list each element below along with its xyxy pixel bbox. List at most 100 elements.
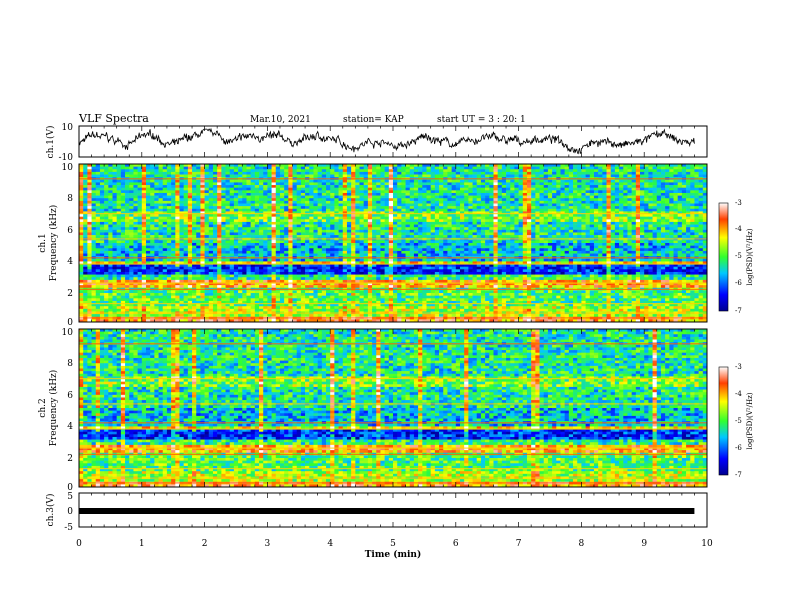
spectrogram-cell	[455, 203, 461, 207]
spectrogram-cell	[518, 174, 524, 178]
spectrogram-cell	[204, 200, 210, 204]
spectrogram-cell	[87, 174, 92, 178]
spectrogram-cell	[439, 206, 444, 210]
spectrogram-cell	[631, 192, 637, 196]
spectrogram-cell	[334, 248, 339, 252]
spectrogram-cell	[614, 171, 620, 175]
spectrogram-cell	[464, 232, 469, 236]
spectrogram-cell	[330, 229, 335, 233]
spectrogram-cell	[317, 192, 323, 196]
spectrogram-cell	[355, 182, 360, 186]
spectrogram-cell	[614, 214, 620, 217]
spectrogram-cell	[451, 221, 457, 225]
spectrogram-cell	[426, 198, 431, 202]
spectrogram-cell	[221, 221, 226, 225]
spectrogram-cell	[464, 224, 469, 228]
spectrogram-cell	[141, 200, 147, 204]
spectrogram-cell	[485, 211, 490, 215]
spectrogram-cell	[669, 203, 674, 207]
spectrogram-cell	[501, 206, 507, 210]
spectrogram-cell	[83, 198, 88, 202]
spectrogram-cell	[665, 203, 670, 207]
spectrogram-cell	[242, 185, 247, 188]
spectrogram-cell	[171, 250, 176, 254]
spectrogram-cell	[259, 190, 264, 194]
spectrogram-cell	[614, 187, 620, 191]
spectrogram-cell	[669, 219, 674, 223]
spectrogram-cell	[673, 182, 678, 186]
spectrogram-cell	[568, 243, 574, 246]
spectrogram-cell	[426, 221, 431, 225]
spectrogram-cell	[321, 224, 327, 228]
spectrogram-cell	[79, 221, 84, 225]
spectrogram-cell	[602, 195, 607, 199]
spectrogram-cell	[217, 198, 222, 202]
spectrogram-cell	[459, 235, 465, 239]
spectrogram-cell	[246, 185, 251, 188]
spectrogram-cell	[104, 229, 109, 233]
spectrogram-cell	[464, 219, 469, 223]
spectrogram-cell	[300, 221, 306, 225]
spectrogram-cell	[129, 164, 134, 167]
spectrogram-cell	[233, 169, 239, 173]
spectrogram-cell	[171, 214, 176, 217]
spectrogram-cell	[154, 214, 159, 217]
spectrogram-cell	[522, 200, 528, 204]
spectrogram-cell	[137, 174, 143, 178]
spectrogram-cell	[271, 198, 277, 202]
spectrogram-cell	[112, 232, 117, 236]
spectrogram-cell	[677, 206, 683, 210]
spectrogram-cell	[192, 211, 197, 215]
spectrogram-cell	[434, 203, 440, 207]
spectrogram-cell	[522, 229, 528, 233]
spectrogram-cell	[598, 203, 603, 207]
spectrogram-cell	[112, 190, 117, 194]
spectrogram-cell	[355, 195, 360, 199]
spectrogram-cell	[192, 190, 197, 194]
spectrogram-cell	[367, 206, 373, 210]
spectrogram-cell	[141, 182, 147, 186]
spectrogram-cell	[372, 190, 377, 194]
spectrogram-cell	[171, 227, 176, 231]
spectrogram-cell	[317, 195, 323, 199]
spectrogram-cell	[535, 198, 540, 202]
spectrogram-cell	[238, 214, 243, 217]
spectrogram-cell	[476, 227, 482, 231]
spectrogram-cell	[367, 235, 373, 239]
spectrogram-cell	[472, 235, 478, 239]
spectrogram-cell	[288, 179, 293, 183]
spectrogram-cell	[179, 224, 184, 228]
spectrogram-cell	[665, 235, 670, 239]
spectrogram-cell	[196, 182, 201, 186]
spectrogram-cell	[459, 248, 465, 252]
spectrogram-cell	[698, 190, 704, 194]
spectrogram-cell	[589, 198, 595, 202]
spectrogram-cell	[233, 182, 239, 186]
spectrogram-cell	[589, 219, 595, 223]
figure-title: VLF Spectra	[78, 112, 149, 125]
spectrogram-cell	[619, 198, 624, 202]
spectrogram-cell	[439, 182, 444, 186]
spectrogram-cell	[355, 164, 360, 167]
spectrogram-cell	[606, 216, 612, 220]
spectrogram-cell	[171, 208, 176, 212]
spectrogram-cell	[334, 219, 339, 223]
spectrogram-cell	[313, 208, 318, 212]
spectrogram-cell	[426, 214, 431, 217]
spectrogram-cell	[367, 214, 373, 217]
spectrogram-cell	[426, 200, 431, 204]
spectrogram-cell	[602, 171, 607, 175]
spectrogram-cell	[112, 224, 117, 228]
spectrogram-cell	[79, 227, 84, 231]
spectrogram-cell	[183, 208, 189, 212]
spectrogram-cell	[150, 224, 155, 228]
spectrogram-cell	[246, 224, 251, 228]
spectrogram-cell	[313, 190, 318, 194]
spectrogram-cell	[116, 171, 122, 175]
spectrogram-cell	[480, 243, 486, 246]
spectrogram-cell	[619, 211, 624, 215]
spectrogram-cell	[409, 187, 415, 191]
spectrogram-cell	[393, 174, 398, 178]
spectrogram-cell	[480, 229, 486, 233]
spectrogram-cell	[108, 221, 113, 225]
